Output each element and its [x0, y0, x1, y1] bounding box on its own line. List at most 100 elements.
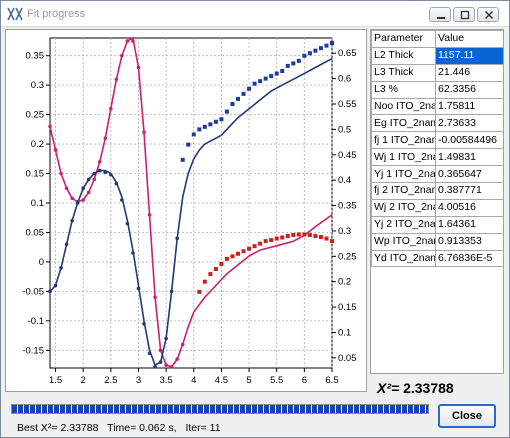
table-row[interactable]: Wp ITO_2nam 0.913353 [371, 232, 503, 251]
parameter-name-cell[interactable]: Yj 2 ITO_2nam [371, 215, 436, 234]
parameter-value-cell[interactable]: 62.3356 [435, 80, 503, 99]
table-row[interactable]: fj 2 ITO_2nam 0.387771 [371, 182, 503, 200]
table-row[interactable]: L3 % 62.3356 [371, 80, 503, 99]
parameter-value-cell[interactable]: 6.76836E-5 [435, 249, 503, 268]
series-1-point [213, 267, 218, 271]
series-2-point [53, 283, 58, 288]
series-3-point [197, 127, 202, 132]
series-0-point [109, 106, 113, 111]
table-row[interactable]: L3 Thick 21.446 [371, 63, 503, 82]
series-2-point [109, 172, 113, 177]
series-1-point [236, 251, 240, 256]
parameter-value-cell[interactable]: 1.75811 [435, 97, 503, 116]
series-2-point [125, 221, 130, 226]
parameter-value-cell[interactable]: 0.387771 [435, 182, 503, 200]
series-2-point [64, 242, 69, 247]
series-1-point [318, 235, 323, 240]
series-1-point [247, 246, 252, 251]
series-0-point [153, 295, 157, 300]
series-2-point [169, 289, 174, 294]
series-1-point [258, 241, 263, 246]
parameter-name-cell[interactable]: L2 Thick [371, 46, 436, 65]
series-3-point [263, 76, 268, 81]
fit-chart: 1.5 2 2.5 3 3.5 4 4.5 5 5.5 6 6.5 0.35 0.3 0.25 0.2 0.1… [22, 36, 357, 386]
parameter-name-cell[interactable]: fj 1 ITO_2nam [371, 131, 436, 150]
parameter-value-cell[interactable]: 2.73633 [435, 114, 503, 133]
close-button[interactable]: Close [438, 404, 496, 428]
series-1-point [296, 232, 301, 237]
y-left-tick-label: 0.2 [31, 139, 44, 150]
maximize-button[interactable] [453, 7, 475, 22]
parameter-name-cell[interactable]: fj 2 ITO_2nam [371, 182, 436, 200]
series-1-point [230, 254, 235, 259]
y-left-tick-label: 0.35 [26, 51, 45, 62]
series-1-point [202, 279, 207, 284]
parameter-value-cell[interactable]: 0.365647 [435, 165, 503, 184]
parameter-value-cell[interactable]: 4.00516 [435, 198, 503, 217]
table-row[interactable]: Wj 1 ITO_2nam1.49831 [371, 148, 503, 167]
parameter-table-panel[interactable]: Parameter Value L2 Thick 1157.11 L3 Thick 21.… [370, 29, 504, 374]
chi-square-value: 2.33788 [403, 380, 454, 396]
chi-square-readout: X²= 2.33788 [377, 380, 454, 396]
y-left-tick-label: -0.15 [22, 345, 44, 356]
close-window-button[interactable] [477, 7, 499, 22]
series-3-point [330, 41, 334, 46]
close-icon [484, 10, 494, 20]
table-header-row: Parameter Value [371, 30, 503, 48]
y-right-tick-label: 0.2 [338, 277, 351, 288]
title-bar[interactable]: Fit progress [1, 1, 509, 27]
series-2-point [59, 266, 63, 270]
parameter-name-cell[interactable]: Wp ITO_2nam [371, 232, 436, 251]
table-row[interactable]: fj 1 ITO_2nam -0.00584496 [371, 131, 503, 150]
parameter-name-cell[interactable]: Eg ITO_2nam [371, 114, 436, 133]
y-left-tick-label: 0 [39, 257, 44, 268]
table-row[interactable]: L2 Thick 1157.11 [371, 46, 503, 65]
series-0-point [147, 212, 152, 217]
x-tick-label: 5 [246, 375, 251, 386]
series-0-point [180, 342, 185, 347]
series-3-point [296, 58, 301, 63]
parameter-value-cell[interactable]: -0.00584496 [435, 131, 503, 150]
series-2-point [103, 170, 108, 175]
parameter-name-cell[interactable]: L3 % [371, 80, 436, 99]
y-right-tick-label: 0.6 [338, 74, 351, 85]
parameter-value-cell[interactable]: 0.913353 [435, 232, 503, 251]
table-row[interactable]: Wj 2 ITO_2nam4.00516 [371, 198, 503, 217]
status-best: Best X²= 2.33788 [17, 422, 99, 434]
y-right-tick-label: 0.05 [338, 353, 357, 364]
series-1-point [330, 239, 334, 244]
series-1-point [208, 272, 213, 277]
table-row[interactable]: Yj 2 ITO_2nam1.64361 [371, 215, 503, 234]
series-3-point [230, 102, 235, 106]
series-0-point [125, 39, 130, 43]
series-3-point [313, 48, 318, 53]
parameter-name-cell[interactable]: Wj 2 ITO_2nam [371, 198, 436, 217]
parameter-value-cell[interactable]: 1157.11 [435, 46, 503, 65]
parameter-value-cell[interactable]: 1.64361 [435, 215, 503, 234]
parameter-name-cell[interactable]: Yj 1 ITO_2nam [371, 165, 436, 184]
parameter-value-cell[interactable]: 21.446 [435, 63, 503, 82]
series-0-point [64, 186, 69, 191]
parameter-value-cell[interactable]: 1.49831 [435, 148, 503, 167]
y-right-tick-label: 0.4 [338, 175, 351, 186]
parameter-name-cell[interactable]: Yd ITO_2nam [371, 249, 436, 268]
table-row[interactable]: Noo ITO_2nam1.75811 [371, 97, 503, 116]
y-right-tick-label: 0.45 [338, 150, 357, 161]
parameter-name-cell[interactable]: Noo ITO_2nam [371, 97, 436, 116]
series-1-point [219, 261, 224, 266]
table-row[interactable]: Eg ITO_2nam 2.73633 [371, 114, 503, 133]
x-tick-label: 6.5 [325, 375, 338, 386]
series-3-point [241, 91, 246, 96]
parameter-name-cell[interactable]: Wj 1 ITO_2nam [371, 148, 436, 167]
chi-square-label: X²= [377, 380, 400, 396]
parameter-name-cell[interactable]: L3 Thick [371, 63, 436, 82]
series-0-point [97, 159, 102, 164]
table-row[interactable]: Yd ITO_2nam 6.76836E-5 [371, 249, 503, 268]
fit-progress-bar [11, 404, 429, 414]
series-2-point [131, 251, 135, 255]
series-1-point [313, 234, 318, 238]
series-3-point [280, 69, 285, 73]
series-2-point [48, 289, 52, 294]
minimize-button[interactable] [429, 7, 451, 22]
